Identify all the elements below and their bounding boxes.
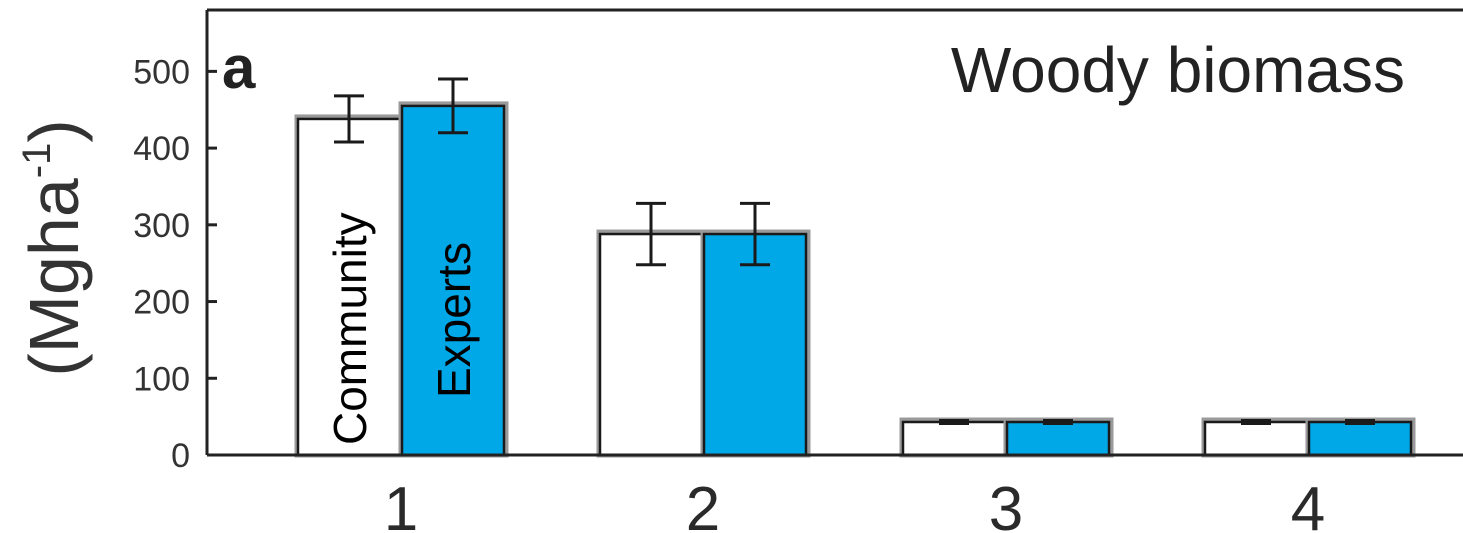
y-axis-title-main: (Mgha [15,178,93,376]
series-labels: Community Experts [324,212,480,445]
series-label-experts: Experts [428,242,480,398]
y-tick-label: 400 [133,130,190,168]
panel-letter: a [222,34,256,101]
y-tick-label: 200 [133,284,190,322]
x-tick-label: 2 [686,475,720,533]
bar-experts-3 [1005,420,1111,457]
bar-community-4 [1203,420,1309,457]
error-bars [334,77,1375,426]
y-tick-label: 0 [171,437,190,475]
y-axis-label: (Mgha-1) [15,119,93,376]
bar-experts-1 [400,104,506,457]
bar-community-3 [901,420,1007,457]
series-label-community: Community [324,212,376,445]
x-tick-label: 1 [384,475,418,533]
bar-community-2 [598,232,704,457]
y-tick-label: 300 [133,207,190,245]
y-axis-title-close: ) [15,119,93,142]
bar-experts-2 [702,232,808,457]
y-tick-label: 500 [133,53,190,91]
y-axis-title: (Mgha-1) [15,119,93,376]
x-tick-label: 3 [989,475,1023,533]
x-axis-ticks: 1 2 3 4 [384,475,1325,533]
y-tick-label: 100 [133,360,190,398]
bar-experts-4 [1307,420,1413,457]
y-axis-title-superscript: -1 [15,143,59,179]
x-tick-label: 4 [1291,475,1325,533]
chart-title: Woody biomass [951,34,1405,106]
plot-frame [205,8,1463,457]
y-axis-ticks: 0 100 200 300 400 500 [133,53,217,475]
